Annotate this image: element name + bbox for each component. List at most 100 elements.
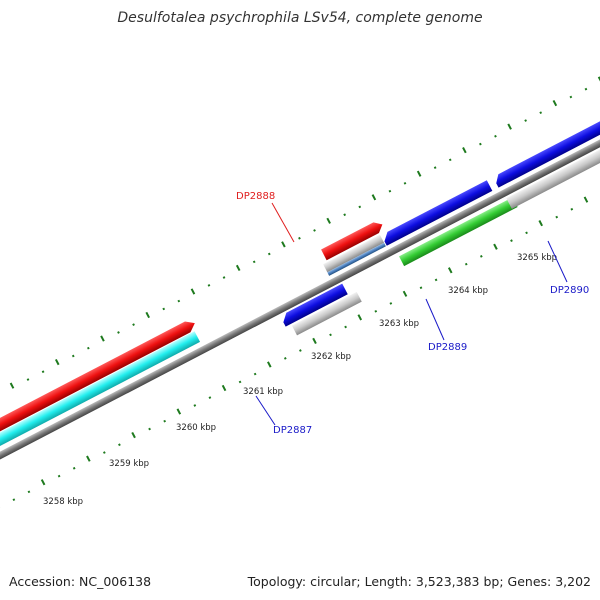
major-tick — [145, 311, 150, 319]
minor-tick — [57, 474, 61, 478]
genome-backbone — [0, 65, 600, 534]
minor-tick — [479, 142, 482, 146]
minor-tick — [86, 346, 90, 350]
minor-tick — [569, 95, 573, 99]
scale-label: 3262 kbp — [311, 352, 351, 362]
major-tick — [100, 335, 105, 342]
minor-tick — [570, 207, 574, 211]
cds-red-forward — [0, 321, 195, 512]
major-tick — [312, 337, 317, 345]
minor-tick — [299, 349, 302, 352]
gene-label-dp2890: DP2890 — [550, 285, 589, 296]
leader-line-dp2889 — [425, 298, 445, 341]
leader-line-dp2890 — [547, 240, 568, 283]
major-tick — [357, 314, 363, 321]
map-title: Desulfotalea psychrophila LSv54, complet… — [117, 10, 483, 26]
cds-gray-dp2888 — [323, 234, 385, 273]
major-tick — [538, 220, 543, 227]
major-tick — [402, 290, 408, 297]
lower-tick-ring — [0, 196, 589, 509]
minor-tick — [524, 119, 527, 122]
minor-tick — [584, 87, 588, 91]
minor-tick — [117, 331, 120, 334]
minor-tick — [102, 451, 106, 454]
major-tick — [371, 194, 377, 201]
major-tick — [54, 358, 60, 366]
cds-blue-upper-b — [496, 116, 600, 188]
minor-tick — [207, 284, 211, 287]
minor-tick — [464, 262, 468, 266]
minor-tick — [494, 134, 497, 138]
minor-tick — [433, 166, 437, 169]
minor-tick — [12, 498, 16, 502]
minor-tick — [510, 239, 513, 242]
minor-tick — [344, 325, 347, 329]
minor-tick — [313, 229, 316, 232]
major-tick — [416, 170, 422, 177]
gene-label-dp2887: DP2887 — [273, 425, 312, 436]
cds-gray-dp2887 — [291, 291, 362, 336]
scale-label: 3263 kbp — [379, 319, 419, 329]
minor-tick — [253, 372, 257, 376]
minor-tick — [329, 333, 332, 337]
major-tick — [597, 76, 600, 83]
minor-tick — [162, 307, 166, 311]
cds-green-dp2889 — [399, 197, 518, 267]
accession-text: Accession: NC_006138 — [9, 574, 152, 589]
scale-label: 3258 kbp — [43, 497, 83, 507]
major-tick — [190, 288, 196, 295]
leader-line-dp2887 — [255, 395, 276, 426]
minor-tick — [283, 357, 287, 360]
major-tick — [583, 196, 589, 203]
major-tick — [493, 243, 498, 250]
cds-cyan-forward — [0, 331, 201, 523]
gene-label-dp2889: DP2889 — [428, 342, 467, 353]
minor-tick — [222, 276, 226, 279]
major-tick — [267, 361, 272, 368]
cds-gray-dp2890 — [506, 138, 600, 209]
minor-tick — [388, 189, 392, 193]
major-tick — [221, 384, 227, 392]
major-tick — [552, 99, 558, 107]
major-tick — [131, 431, 136, 439]
scale-label: 3265 kbp — [517, 253, 557, 263]
minor-tick — [267, 252, 271, 256]
major-tick — [281, 241, 286, 248]
minor-tick — [298, 236, 301, 240]
minor-tick — [479, 254, 483, 258]
cds-steel-dp2888 — [327, 242, 386, 276]
minor-tick — [72, 466, 76, 470]
major-tick — [447, 267, 453, 274]
minor-tick — [358, 205, 362, 209]
minor-tick — [555, 215, 559, 219]
leader-line-dp2888 — [271, 202, 295, 243]
minor-tick — [26, 378, 30, 381]
scale-label: 3259 kbp — [109, 459, 149, 469]
minor-tick — [343, 213, 347, 217]
major-tick — [326, 217, 331, 224]
upper-tick-ring — [9, 76, 600, 389]
major-tick — [235, 264, 241, 272]
minor-tick — [403, 181, 407, 185]
cds-red-dp2888 — [321, 222, 383, 261]
cds-blue-dp2887 — [283, 283, 348, 327]
scale-label: 3264 kbp — [448, 286, 488, 296]
minor-tick — [208, 396, 212, 399]
minor-tick — [252, 260, 256, 264]
minor-tick — [525, 231, 528, 235]
major-tick — [507, 123, 512, 130]
minor-tick — [71, 354, 75, 358]
minor-tick — [177, 299, 181, 303]
minor-tick — [448, 158, 452, 162]
minor-tick — [389, 302, 393, 305]
minor-tick — [434, 278, 438, 282]
minor-tick — [27, 490, 31, 494]
major-tick — [9, 382, 15, 389]
minor-tick — [148, 427, 151, 431]
minor-tick — [419, 286, 423, 290]
minor-tick — [374, 309, 378, 313]
minor-tick — [163, 419, 167, 423]
scale-label: 3260 kbp — [176, 423, 216, 433]
scale-label: 3261 kbp — [243, 387, 283, 397]
